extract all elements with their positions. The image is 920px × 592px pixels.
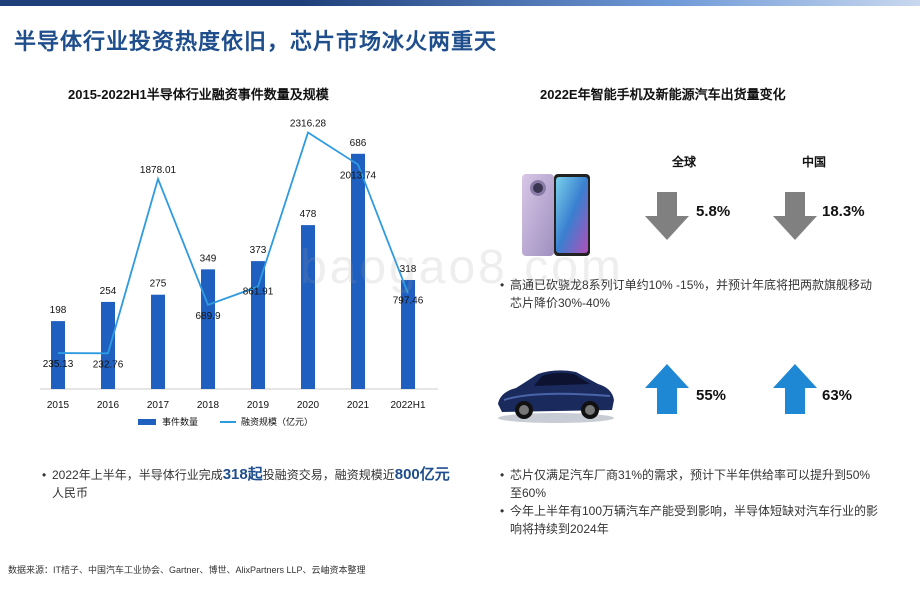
bullet-dot: •: [500, 468, 505, 482]
bar-label-2017: 275: [150, 279, 167, 290]
china-car-up-arrow-icon: [773, 364, 817, 414]
line-label-2022H1: 797.46: [393, 295, 424, 306]
global-phone-pct: 5.8%: [696, 203, 731, 220]
bar-2019: [251, 261, 265, 389]
column-global-label: 全球: [672, 155, 697, 169]
line-label-2017: 1878.01: [140, 165, 177, 176]
global-car-pct: 55%: [696, 387, 727, 404]
bar-label-2019: 373: [250, 245, 267, 256]
column-china-label: 中国: [802, 155, 827, 169]
bar-2020: [301, 225, 315, 389]
legend-bar-swatch: [138, 419, 156, 425]
line-label-2015: 235.13: [43, 359, 74, 370]
global-phone-down-arrow-icon: [645, 192, 689, 240]
bullet-dot: •: [500, 278, 505, 292]
page-title: 半导体行业投资热度依旧，芯片市场冰火两重天: [14, 29, 498, 54]
bar-label-2018: 349: [200, 253, 217, 264]
bar-2022H1: [401, 279, 415, 389]
left-note-pre: 2022年上半年，半导体行业完成: [52, 468, 223, 482]
top-banner-gradient: [300, 0, 920, 6]
chart-title: 2015-2022H1半导体行业融资事件数量及规模: [68, 87, 329, 102]
legend-line-label: 融资规模（亿元）: [241, 416, 313, 427]
line-label-2019: 861.91: [243, 287, 274, 298]
car-note-2-text: 今年上半年有100万辆汽车产能受到影响，半导体短缺对汽车行业的影响将持续到202…: [510, 504, 879, 536]
bar-label-2016: 254: [100, 286, 117, 297]
electric-car-image: [498, 370, 614, 423]
x-tick-2019: 2019: [247, 400, 270, 411]
bar-2021: [351, 153, 365, 389]
line-label-2021: 2013.74: [340, 171, 377, 182]
x-tick-2015: 2015: [47, 400, 70, 411]
car-note-1-text: 芯片仅满足汽车厂商31%的需求，预计下半年供给率可以提升到50%至60%: [510, 468, 871, 500]
bar-2018: [201, 269, 215, 389]
global-car-up-arrow-icon: [645, 364, 689, 414]
x-tick-2022H1: 2022H1: [390, 400, 425, 411]
china-phone-down-arrow-icon: [773, 192, 817, 240]
left-note-mid: 投融资交易，融资规模近: [262, 468, 395, 482]
left-note: • 2022年上半年，半导体行业完成318起投融资交易，融资规模近800亿元人民…: [42, 466, 452, 502]
bar-2016: [101, 301, 115, 389]
watermark: baogao8.com: [300, 241, 624, 294]
car-note-1: • 芯片仅满足汽车厂商31%的需求，预计下半年供给率可以提升到50%至60%: [500, 466, 882, 502]
x-tick-2021: 2021: [347, 400, 370, 411]
data-source: 数据来源：IT桔子、中国汽车工业协会、Gartner、博世、AlixPartne…: [8, 565, 366, 575]
legend-bar-label: 事件数量: [162, 416, 198, 427]
left-note-highlight-count: 318起: [222, 466, 263, 483]
phone-note-text: 高通已砍骁龙8系列订单约10% -15%，并预计年底将把两款旗舰移动芯片降价30…: [510, 278, 873, 310]
top-banner: [0, 0, 920, 14]
car-note-2: • 今年上半年有100万辆汽车产能受到影响，半导体短缺对汽车行业的影响将持续到2…: [500, 502, 882, 538]
bullet-dot: •: [42, 468, 47, 482]
smartphone-image: [522, 174, 590, 256]
china-phone-pct: 18.3%: [822, 203, 865, 220]
bullet-dot: •: [500, 504, 505, 518]
line-label-2016: 232.76: [93, 359, 124, 370]
x-tick-2020: 2020: [297, 400, 320, 411]
line-financing-scale: [57, 131, 409, 355]
left-note-highlight-amount: 800亿元: [394, 466, 450, 483]
bar-label-2022H1: 318: [400, 264, 417, 275]
china-car-pct: 63%: [822, 387, 853, 404]
phone-note: • 高通已砍骁龙8系列订单约10% -15%，并预计年底将把两款旗舰移动芯片降价…: [500, 276, 882, 312]
x-tick-2017: 2017: [147, 400, 170, 411]
bar-label-2020: 478: [300, 209, 317, 220]
right-title: 2022E年智能手机及新能源汽车出货量变化: [540, 87, 786, 102]
x-tick-2016: 2016: [97, 400, 120, 411]
bar-label-2015: 198: [50, 305, 67, 316]
bar-2017: [151, 294, 165, 389]
line-label-2020: 2316.28: [290, 118, 327, 129]
line-label-2018: 689.9: [195, 311, 220, 322]
left-note-post: 人民币: [52, 486, 89, 500]
financing-chart: 198 2015 254 2016 275 2017 349 2018 373 2019 478 20…: [40, 118, 438, 427]
bar-2015: [51, 321, 65, 389]
x-tick-2018: 2018: [197, 400, 220, 411]
bar-label-2021: 686: [350, 138, 367, 149]
